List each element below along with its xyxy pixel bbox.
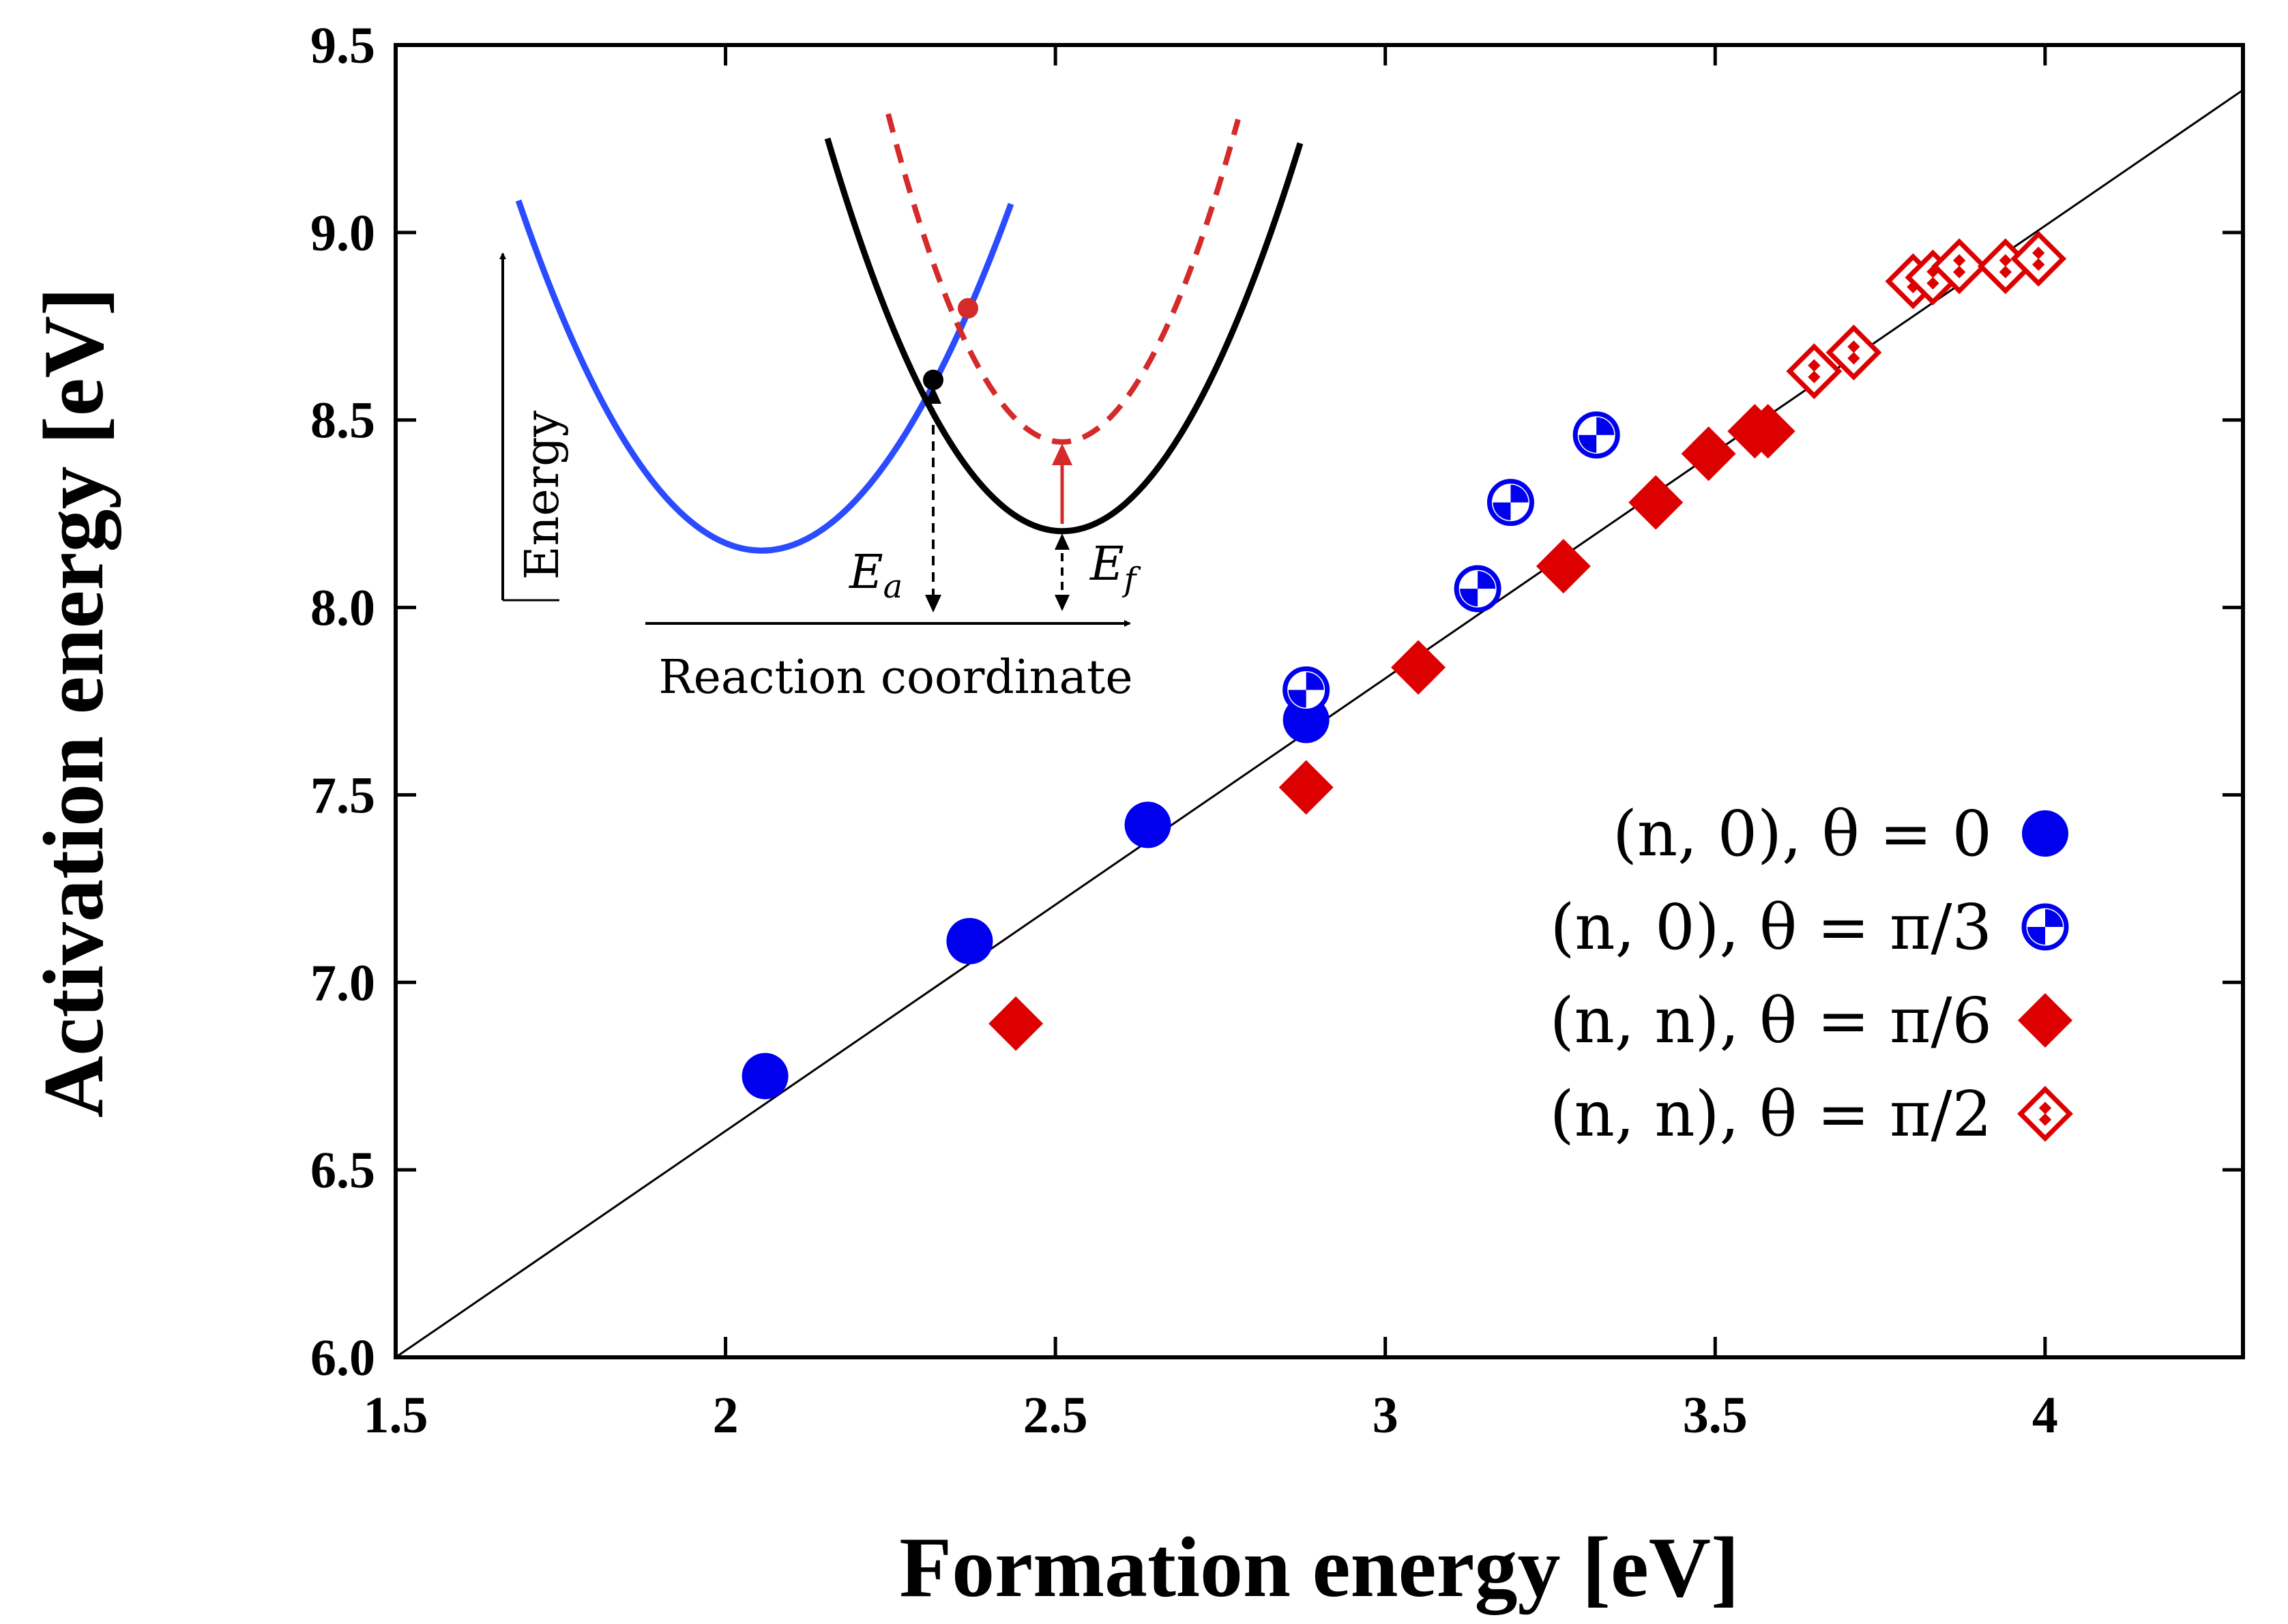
data-point-series-3-shape [1278, 760, 1334, 815]
x-tick-label: 1.5 [364, 1387, 428, 1444]
data-point-series-2 [1454, 565, 1501, 612]
x-tick-label: 2.5 [1023, 1387, 1088, 1444]
legend-marker-4-check-a [2038, 1102, 2052, 1114]
data-point-series-2 [1486, 479, 1534, 527]
data-point-series-3-shape [1536, 539, 1591, 594]
data-point-series-2-quadrant-ne [1596, 417, 1615, 435]
data-point-series-4-check-b [1847, 352, 1860, 365]
data-point-series-3 [1628, 475, 1684, 530]
data-point-series-4-check-a [1808, 359, 1821, 372]
axis-ticks: 1.5 2 2.5 3 3.5 4 6.0 6.5 7.0 7.5 8.0 8.5 9.0 9.5 [310, 17, 2243, 1444]
legend-marker-1 [2022, 810, 2068, 857]
data-points [742, 231, 2067, 1099]
inset-red-crossing-point [958, 298, 978, 319]
data-point-series-3-shape [1740, 404, 1795, 459]
data-point-series-4-check-a [1952, 254, 1966, 267]
y-tick-label: 7.0 [310, 954, 375, 1012]
data-point-series-2-quadrant-sw [1579, 434, 1597, 453]
legend-marker-2-quadrant-ne [2045, 909, 2063, 927]
data-point-series-2 [1572, 411, 1620, 459]
inset-red-dashed-curve [885, 113, 1241, 445]
data-point-series-3 [1278, 760, 1334, 815]
inset-red-arrowhead [1052, 443, 1072, 465]
inset-x-label: Reaction coordinate [658, 651, 1132, 705]
plot-frame [394, 43, 2245, 1359]
data-point-series-3 [1740, 404, 1795, 459]
data-point-series-3 [988, 996, 1044, 1051]
y-tick-label: 7.5 [310, 767, 375, 824]
inset-ea-arrowhead-bottom [925, 595, 941, 612]
data-point-series-4 [1825, 324, 1882, 381]
y-tick-label: 6.5 [310, 1142, 375, 1199]
data-point-series-2-quadrant-sw [1493, 502, 1511, 520]
data-point-series-4-check-b [1999, 265, 2012, 279]
data-point-series-2-quadrant-ne [1478, 571, 1496, 589]
data-point-series-4-check-b [2032, 258, 2045, 271]
data-point-series-2-quadrant-ne [1306, 672, 1324, 690]
data-point-series-4-check-b [1926, 277, 1939, 290]
legend-marker-2 [2021, 903, 2069, 951]
data-point-series-2-quadrant-sw [1288, 690, 1306, 708]
data-point-series-3-shape [1681, 426, 1736, 482]
data-point-series-4-check-a [1999, 254, 2012, 267]
legend-marker-1-shape [2022, 810, 2068, 857]
inset-ef-arrowhead-bottom [1055, 595, 1070, 611]
x-tick-label: 2 [713, 1387, 739, 1444]
data-point-series-3-shape [1391, 640, 1446, 695]
data-point-series-1-shape [946, 917, 993, 964]
legend-marker-4 [2017, 1086, 2073, 1142]
legend-label-3: (n, n), θ = π/6 [1550, 984, 1992, 1057]
legend-marker-3-shape [2018, 993, 2072, 1048]
inset-ea-arrowhead-top [925, 386, 941, 404]
y-axis-title: Activation energy [eV] [27, 287, 121, 1118]
data-point-series-4 [2010, 231, 2067, 287]
y-tick-label: 6.0 [310, 1329, 375, 1387]
data-point-series-1 [742, 1052, 789, 1099]
data-point-series-4-check-a [2032, 246, 2045, 260]
data-point-series-4-check-a [1847, 340, 1860, 353]
legend-marker-2-quadrant-sw [2027, 927, 2045, 945]
inset-ef-arrowhead-top [1055, 533, 1070, 550]
y-tick-label: 8.0 [310, 580, 375, 637]
y-tick-label: 9.0 [310, 205, 375, 262]
inset-black-curve [824, 137, 1304, 535]
data-point-series-4-check-b [1952, 265, 1966, 279]
legend: (n, 0), θ = 0 (n, 0), θ = π/3 (n, n), θ = … [1550, 797, 2073, 1151]
data-point-series-1 [946, 917, 993, 964]
data-point-series-3-shape [988, 996, 1044, 1051]
inset-ef-label: Ef [1089, 537, 1141, 599]
data-point-series-3 [1391, 640, 1446, 695]
legend-marker-4-check-b [2038, 1113, 2052, 1126]
legend-marker-3 [2018, 993, 2072, 1048]
data-point-series-1 [1124, 801, 1171, 848]
data-point-series-3 [1536, 539, 1591, 594]
x-tick-label: 4 [2032, 1387, 2058, 1444]
legend-label-2: (n, 0), θ = π/3 [1550, 891, 1992, 964]
inset-y-label: Energy [516, 410, 570, 580]
legend-label-1: (n, 0), θ = 0 [1613, 797, 1992, 870]
data-point-series-1-shape [742, 1052, 789, 1099]
data-point-series-3 [1681, 426, 1736, 482]
x-tick-label: 3 [1373, 1387, 1398, 1444]
inset-ea-label: Ea [848, 546, 903, 606]
legend-label-4: (n, n), θ = π/2 [1550, 1078, 1992, 1151]
data-point-series-2-quadrant-sw [1460, 589, 1478, 607]
y-tick-label: 8.5 [310, 392, 375, 449]
data-point-series-4 [1786, 343, 1843, 400]
inset-diagram: Ea Ef Reaction coordinate Energy [499, 113, 1304, 705]
data-point-series-3-shape [1628, 475, 1684, 530]
data-point-series-4-check-b [1808, 370, 1821, 383]
data-point-series-2-quadrant-ne [1510, 484, 1529, 503]
x-axis-title: Formation energy [eV] [899, 1520, 1740, 1615]
x-tick-label: 3.5 [1683, 1387, 1748, 1444]
inset-black-crossing-point [923, 370, 943, 390]
data-point-series-1-shape [1124, 801, 1171, 848]
y-tick-label: 9.5 [310, 17, 375, 74]
data-point-series-2 [1282, 666, 1330, 714]
data-point-series-4 [1931, 238, 1988, 295]
